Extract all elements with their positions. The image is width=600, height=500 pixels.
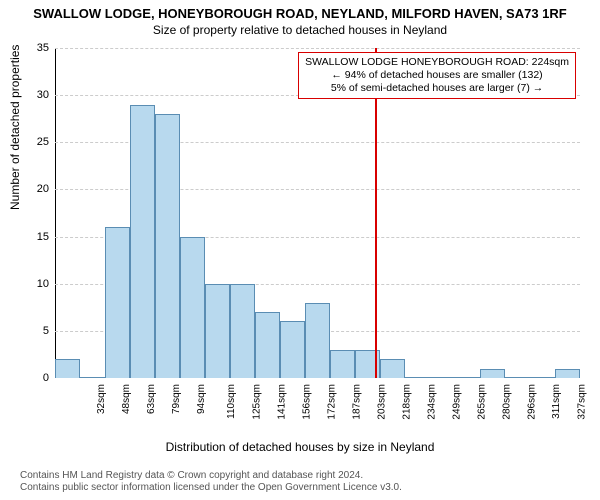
y-tick-label: 25: [37, 136, 49, 148]
callout-line: SWALLOW LODGE HONEYBOROUGH ROAD: 224sqm: [305, 56, 569, 69]
histogram-bar: [130, 105, 155, 378]
gridline: [55, 48, 580, 49]
histogram-bar: [205, 284, 230, 378]
histogram-bar: [380, 359, 405, 378]
x-tick-label: 125sqm: [251, 384, 262, 420]
x-tick-label: 110sqm: [225, 384, 236, 419]
chart-container: SWALLOW LODGE, HONEYBOROUGH ROAD, NEYLAN…: [0, 0, 600, 500]
y-axis-line: [55, 48, 56, 378]
x-tick-label: 249sqm: [451, 384, 462, 420]
x-tick-label: 156sqm: [301, 384, 312, 420]
histogram-bar: [530, 377, 555, 378]
callout-line: ← 94% of detached houses are smaller (13…: [305, 69, 569, 82]
y-axis-label: Number of detached properties: [8, 45, 22, 210]
chart-subtitle: Size of property relative to detached ho…: [0, 23, 600, 37]
histogram-bar: [180, 237, 205, 378]
histogram-bar: [455, 377, 480, 378]
x-tick-label: 141sqm: [276, 384, 287, 420]
histogram-bar: [230, 284, 255, 378]
callout-line: 5% of semi-detached houses are larger (7…: [305, 82, 569, 95]
histogram-bar: [505, 377, 530, 378]
histogram-bar: [305, 303, 330, 378]
histogram-bar: [330, 350, 355, 378]
x-tick-label: 327sqm: [576, 384, 587, 420]
x-tick-label: 203sqm: [376, 384, 387, 420]
footer-attribution: Contains HM Land Registry data © Crown c…: [20, 470, 402, 494]
x-tick-label: 79sqm: [171, 384, 182, 414]
histogram-bar: [80, 377, 105, 378]
x-tick-label: 265sqm: [476, 384, 487, 420]
plot-area: 0510152025303532sqm48sqm63sqm79sqm94sqm1…: [55, 48, 580, 378]
histogram-bar: [430, 377, 455, 378]
y-tick-label: 35: [37, 42, 49, 54]
x-tick-label: 280sqm: [501, 384, 512, 420]
y-tick-label: 15: [37, 231, 49, 243]
histogram-bar: [55, 359, 80, 378]
y-tick-label: 30: [37, 89, 49, 101]
x-tick-label: 63sqm: [146, 384, 157, 414]
x-tick-label: 94sqm: [196, 384, 207, 414]
histogram-bar: [155, 114, 180, 378]
histogram-bar: [105, 227, 130, 378]
x-tick-label: 218sqm: [401, 384, 412, 420]
y-tick-label: 0: [43, 372, 49, 384]
y-tick-label: 20: [37, 183, 49, 195]
histogram-bar: [555, 369, 580, 378]
footer-line-1: Contains HM Land Registry data © Crown c…: [20, 470, 402, 482]
x-tick-label: 32sqm: [96, 384, 107, 414]
chart-title: SWALLOW LODGE, HONEYBOROUGH ROAD, NEYLAN…: [0, 0, 600, 21]
x-tick-label: 311sqm: [550, 384, 561, 419]
x-tick-label: 296sqm: [526, 384, 537, 420]
y-tick-label: 10: [37, 278, 49, 290]
histogram-bar: [480, 369, 505, 378]
x-axis-label: Distribution of detached houses by size …: [0, 440, 600, 454]
histogram-bar: [255, 312, 280, 378]
x-tick-label: 48sqm: [121, 384, 132, 414]
property-callout: SWALLOW LODGE HONEYBOROUGH ROAD: 224sqm←…: [298, 52, 576, 99]
y-tick-label: 5: [43, 325, 49, 337]
x-tick-label: 234sqm: [426, 384, 437, 420]
x-tick-label: 172sqm: [326, 384, 337, 420]
histogram-bar: [405, 377, 430, 378]
histogram-bar: [280, 321, 305, 378]
x-tick-label: 187sqm: [351, 384, 362, 420]
footer-line-2: Contains public sector information licen…: [20, 482, 402, 494]
